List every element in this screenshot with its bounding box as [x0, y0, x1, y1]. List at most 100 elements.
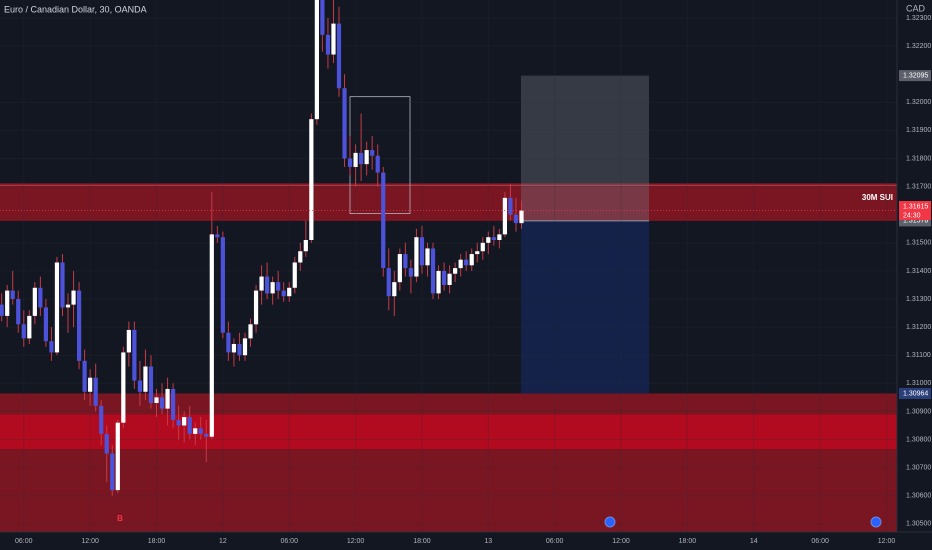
y-tick-label: 1.31100	[906, 352, 931, 359]
candle-body	[436, 270, 441, 294]
candle-body	[353, 152, 358, 167]
y-tick-label: 1.30900	[906, 408, 931, 415]
candle-body	[397, 254, 402, 283]
y-tick-label: 1.30700	[906, 464, 931, 471]
candle-body	[453, 268, 458, 274]
x-tick-label: 14	[750, 538, 758, 545]
candle-body	[99, 405, 104, 434]
zone	[0, 414, 897, 450]
candle-body	[513, 214, 519, 224]
y-tick-label: 1.31200	[906, 324, 931, 331]
candle-body	[198, 428, 203, 434]
price-badge	[899, 200, 931, 220]
candle-body	[27, 315, 32, 339]
candle-body	[314, 0, 319, 120]
candle-body	[193, 428, 198, 434]
candle-body	[519, 210, 524, 224]
candle-body	[248, 324, 253, 339]
price-badge-label: 1.31615	[903, 203, 928, 210]
candle-body	[159, 397, 165, 409]
price-badge	[899, 70, 931, 82]
candle-body	[49, 341, 54, 353]
candle-body	[403, 254, 408, 269]
y-tick-label: 1.30800	[906, 436, 931, 443]
candle-body	[187, 417, 192, 434]
candle-body	[76, 290, 82, 361]
candle-body	[165, 388, 170, 409]
candle-body	[137, 380, 143, 392]
stop-area	[521, 220, 649, 394]
candle-body	[226, 332, 231, 353]
candle-body	[242, 338, 248, 356]
candle-body	[287, 287, 292, 297]
candle-body	[502, 197, 508, 235]
candle-body	[475, 251, 480, 255]
candle-body	[447, 273, 452, 285]
candle-body	[104, 433, 109, 454]
y-tick-label: 1.31900	[906, 127, 931, 134]
candle-body	[121, 352, 126, 423]
y-tick-label: 1.30600	[906, 493, 931, 500]
candle-body	[375, 155, 380, 173]
candle-body	[170, 388, 176, 420]
annotation: B	[117, 514, 123, 523]
y-tick-label: 1.31800	[906, 155, 931, 162]
candle-body	[132, 329, 137, 381]
x-tick-label: 12:00	[612, 538, 630, 545]
candle-body	[88, 377, 93, 392]
candles	[0, 0, 897, 496]
zone-label: 30M SUI	[862, 193, 893, 202]
candle-body	[10, 290, 15, 300]
candle-body	[320, 0, 325, 35]
candle-body	[336, 23, 342, 89]
candle-body	[381, 172, 386, 269]
candle-body	[480, 242, 485, 252]
y-tick-label: 1.30500	[906, 521, 931, 528]
candle-body	[408, 268, 413, 277]
candle-body	[182, 417, 187, 426]
candle-body	[16, 299, 21, 325]
event-icon[interactable]	[870, 516, 882, 528]
target-area	[521, 75, 649, 221]
candle-body	[303, 240, 308, 252]
candle-body	[347, 158, 353, 167]
candle-body	[364, 150, 369, 165]
candle-body	[220, 237, 225, 333]
candle-body	[276, 282, 281, 291]
candle-body	[176, 419, 181, 426]
x-tick-label: 06:00	[280, 538, 298, 545]
candle-body	[265, 276, 270, 294]
candle-body	[126, 329, 131, 353]
x-tick-label: 18:00	[679, 538, 697, 545]
price-badge	[899, 387, 931, 399]
candle-body	[486, 237, 491, 243]
y-tick-label: 1.31300	[906, 296, 931, 303]
candle-body	[65, 304, 71, 308]
price-badge	[899, 215, 931, 227]
axes: 1.32300 1.32200 1.32000 1.31900 1.31800 1.317…	[15, 15, 931, 545]
candle-body	[298, 251, 303, 263]
event-icon[interactable]	[604, 516, 616, 528]
candle-body	[82, 360, 87, 392]
candle-body	[458, 259, 463, 269]
x-tick-label: 06:00	[546, 538, 564, 545]
zone	[0, 393, 897, 415]
x-tick-label: 06:00	[811, 538, 829, 545]
candle-body	[110, 453, 115, 491]
candle-body	[115, 422, 120, 491]
candle-body	[425, 248, 430, 266]
candle-body	[359, 152, 364, 165]
candle-body	[215, 234, 220, 238]
candle-body	[414, 237, 419, 277]
y-tick-label: 1.31500	[906, 240, 931, 247]
x-tick-label: 12	[219, 538, 227, 545]
candle-body	[497, 234, 502, 241]
candle-body	[469, 254, 474, 266]
candle-body	[430, 248, 436, 294]
currency: CAD	[906, 3, 926, 13]
zone	[0, 183, 897, 221]
candle-body	[21, 324, 26, 339]
chart-title: Euro / Canadian Dollar, 30, OANDA	[4, 4, 147, 14]
